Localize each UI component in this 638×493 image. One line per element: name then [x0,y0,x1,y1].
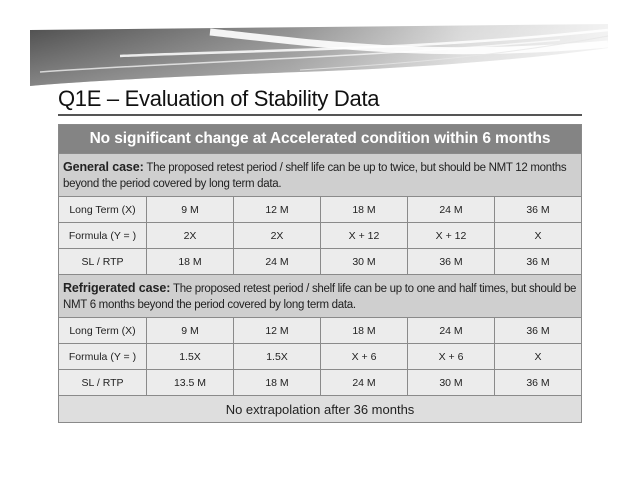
general-case-label: General case: [63,159,144,174]
table-cell: X + 6 [407,343,495,370]
row-label: SL / RTP [58,369,147,396]
table-footer-cell: No extrapolation after 36 months [58,395,582,423]
general-case-row: General case: The proposed retest period… [58,153,582,197]
table-cell: 2X [233,222,321,249]
table-footer-row: No extrapolation after 36 months [58,395,582,423]
table-row: Long Term (X) 9 M 12 M 18 M 24 M 36 M [58,196,582,223]
table-row: Formula (Y = ) 2X 2X X + 12 X + 12 X [58,222,582,249]
table-cell: 24 M [407,317,495,344]
table-cell: 9 M [146,196,234,223]
table-cell: 18 M [320,196,408,223]
general-case-cell: General case: The proposed retest period… [58,153,582,197]
table-row: Formula (Y = ) 1.5X 1.5X X + 6 X + 6 X [58,343,582,370]
refrigerated-case-row: Refrigerated case: The proposed retest p… [58,274,582,318]
table-header-cell: No significant change at Accelerated con… [58,124,582,154]
table-cell: 30 M [407,369,495,396]
table-cell: 30 M [320,248,408,275]
table-cell: X + 12 [407,222,495,249]
table-cell: 12 M [233,196,321,223]
row-label: Formula (Y = ) [58,222,147,249]
table-cell: 18 M [233,369,321,396]
table-row: SL / RTP 13.5 M 18 M 24 M 30 M 36 M [58,369,582,396]
stability-table: No significant change at Accelerated con… [58,124,582,423]
table-cell: 36 M [494,248,582,275]
table-cell: 36 M [494,196,582,223]
table-cell: 36 M [494,317,582,344]
table-cell: X [494,222,582,249]
general-case-text: The proposed retest period / shelf life … [63,161,567,190]
table-cell: 36 M [494,369,582,396]
slide-title: Q1E – Evaluation of Stability Data [58,86,380,111]
refrigerated-case-label: Refrigerated case: [63,280,171,295]
table-cell: 36 M [407,248,495,275]
table-cell: 2X [146,222,234,249]
table-cell: 24 M [320,369,408,396]
decorative-banner [30,24,609,86]
table-cell: 9 M [146,317,234,344]
table-header-row: No significant change at Accelerated con… [58,124,582,154]
table-cell: 1.5X [233,343,321,370]
table-cell: 1.5X [146,343,234,370]
table-cell: X [494,343,582,370]
table-row: Long Term (X) 9 M 12 M 18 M 24 M 36 M [58,317,582,344]
table-cell: 13.5 M [146,369,234,396]
table-cell: X + 6 [320,343,408,370]
table-cell: X + 12 [320,222,408,249]
table-row: SL / RTP 18 M 24 M 30 M 36 M 36 M [58,248,582,275]
row-label: Formula (Y = ) [58,343,147,370]
table-cell: 18 M [320,317,408,344]
refrigerated-case-cell: Refrigerated case: The proposed retest p… [58,274,582,318]
table-cell: 12 M [233,317,321,344]
table-cell: 18 M [146,248,234,275]
title-underline [58,114,582,116]
row-label: Long Term (X) [58,317,147,344]
table-cell: 24 M [407,196,495,223]
row-label: Long Term (X) [58,196,147,223]
row-label: SL / RTP [58,248,147,275]
refrigerated-case-text: The proposed retest period / shelf life … [63,282,577,311]
table-cell: 24 M [233,248,321,275]
